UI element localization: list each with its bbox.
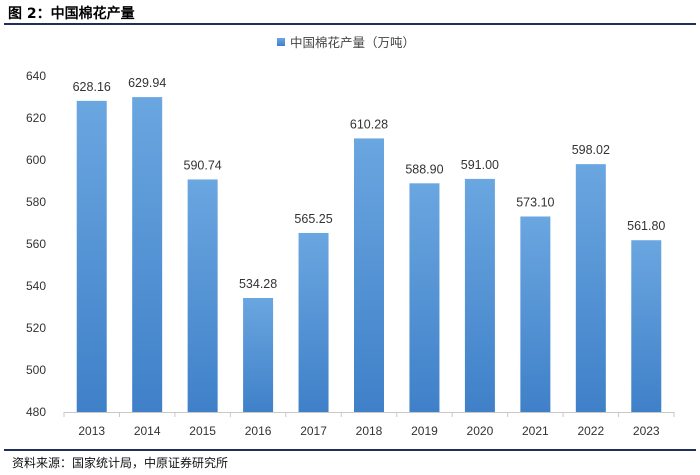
x-tick-label-2021: 2021 <box>522 424 549 438</box>
top-rule <box>4 23 696 25</box>
y-tick-label: 500 <box>26 363 46 377</box>
bar-2015 <box>187 179 218 412</box>
legend-label: 中国棉花产量（万吨） <box>290 35 415 50</box>
y-tick-label: 560 <box>26 237 46 251</box>
x-tick-label-2023: 2023 <box>633 424 660 438</box>
bar-2019 <box>409 183 440 412</box>
x-tick-label-2015: 2015 <box>189 424 216 438</box>
y-tick-label: 540 <box>26 279 46 293</box>
cotton-production-chart: 中国棉花产量（万吨） 480 500 520 540 560 580 600 620 640 6… <box>26 35 675 438</box>
data-label-2017: 565.25 <box>294 212 332 226</box>
bar-2014 <box>132 97 163 412</box>
x-tick-label-2013: 2013 <box>78 424 105 438</box>
x-axis: 2013 2014 2015 2016 2017 2018 2019 2020 2021 2022… <box>63 412 675 438</box>
bar-2016 <box>243 298 274 412</box>
data-label-2019: 588.90 <box>405 162 443 176</box>
bar-2022 <box>575 164 606 412</box>
data-label-2014: 629.94 <box>128 76 166 90</box>
bar-2020 <box>464 178 495 412</box>
bar-series <box>76 97 662 413</box>
x-tick-label-2020: 2020 <box>467 424 494 438</box>
data-labels: 628.16 629.94 590.74 534.28 565.25 610.28 588.… <box>73 76 666 291</box>
x-tick-label-2018: 2018 <box>356 424 383 438</box>
data-label-2016: 534.28 <box>239 277 277 291</box>
data-label-2015: 590.74 <box>184 158 222 172</box>
data-label-2020: 591.00 <box>461 158 499 172</box>
bar-2013 <box>76 100 107 412</box>
bar-2018 <box>354 138 384 413</box>
figure-title: 图 2：中国棉花产量 <box>8 6 135 22</box>
y-tick-label: 520 <box>26 321 46 335</box>
x-tick-label-2014: 2014 <box>134 424 161 438</box>
data-label-2013: 628.16 <box>73 80 111 94</box>
y-tick-label: 480 <box>26 405 46 419</box>
x-tick-label-2019: 2019 <box>411 424 438 438</box>
x-tick-label-2017: 2017 <box>300 424 327 438</box>
y-axis: 480 500 520 540 560 580 600 620 640 <box>26 69 46 419</box>
bar-2021 <box>520 216 551 412</box>
x-tick-label-2016: 2016 <box>245 424 272 438</box>
bar-2017 <box>298 232 329 412</box>
data-label-2021: 573.10 <box>516 195 554 209</box>
chart-legend: 中国棉花产量（万吨） <box>277 35 415 50</box>
y-tick-label: 580 <box>26 195 46 209</box>
x-tick-label-2022: 2022 <box>577 424 604 438</box>
y-tick-label: 600 <box>26 153 46 167</box>
y-tick-label: 640 <box>26 69 46 83</box>
data-label-2022: 598.02 <box>572 143 610 157</box>
legend-swatch <box>277 38 285 46</box>
source-note: 资料来源：国家统计局，中原证券研究所 <box>12 456 229 470</box>
data-label-2023: 561.80 <box>627 219 665 233</box>
data-label-2018: 610.28 <box>350 117 388 131</box>
bottom-rule <box>4 449 696 451</box>
bar-2023 <box>631 240 662 412</box>
y-tick-label: 620 <box>26 111 46 125</box>
